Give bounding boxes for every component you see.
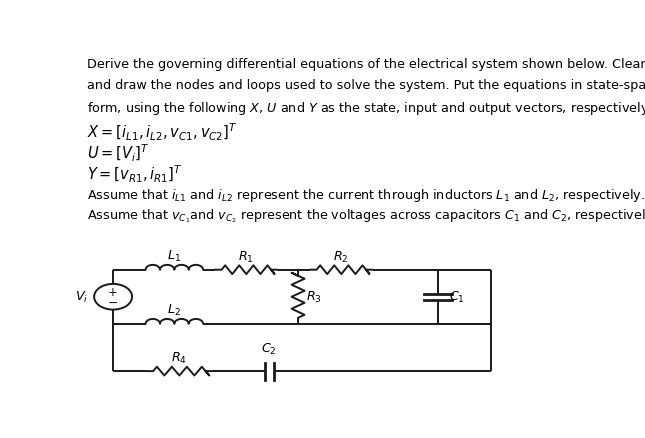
Text: $R_2$: $R_2$	[333, 249, 349, 264]
Text: form, using the following $X$, $U$ and $Y$ as the state, input and output vector: form, using the following $X$, $U$ and $…	[86, 99, 645, 117]
Text: +: +	[108, 286, 118, 299]
Text: −: −	[108, 296, 119, 309]
Text: Derive the governing differential equations of the electrical system shown below: Derive the governing differential equati…	[86, 58, 645, 71]
Text: Assume that $i_{L1}$ and $i_{L2}$ represent the current through inductors $L_1$ : Assume that $i_{L1}$ and $i_{L2}$ repres…	[86, 186, 644, 203]
Text: Assume that $v_{C_1}$and $v_{C_2}$ represent the voltages across capacitors $C_1: Assume that $v_{C_1}$and $v_{C_2}$ repre…	[86, 207, 645, 225]
Text: $C_2$: $C_2$	[261, 341, 277, 356]
Text: $V_i$: $V_i$	[75, 290, 88, 304]
Text: $L_1$: $L_1$	[167, 248, 181, 263]
Text: $R_1$: $R_1$	[239, 249, 254, 264]
Text: $R_3$: $R_3$	[306, 290, 321, 304]
Text: $X = [i_{L1}, i_{L2}, v_{C1}, v_{C2}]^T$: $X = [i_{L1}, i_{L2}, v_{C1}, v_{C2}]^T$	[86, 122, 237, 143]
Text: $L_2$: $L_2$	[168, 302, 181, 317]
Text: $R_4$: $R_4$	[172, 350, 187, 365]
Text: $C_1$: $C_1$	[449, 290, 465, 304]
Text: and draw the nodes and loops used to solve the system. Put the equations in stat: and draw the nodes and loops used to sol…	[86, 78, 645, 92]
Text: $U = [V_i]^T$: $U = [V_i]^T$	[86, 143, 149, 164]
Text: $Y = [v_{R1}, i_{R1}]^T$: $Y = [v_{R1}, i_{R1}]^T$	[86, 164, 183, 185]
